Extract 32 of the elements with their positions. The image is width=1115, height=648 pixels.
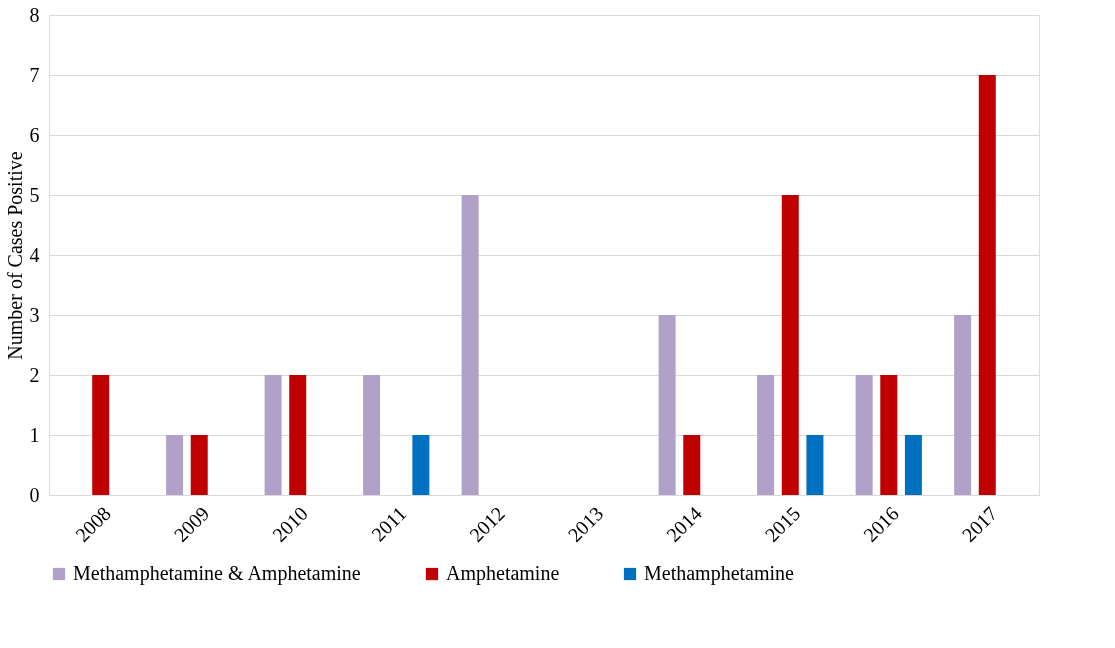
bar <box>880 375 898 495</box>
bar <box>683 435 701 495</box>
y-tick-label: 8 <box>29 3 40 26</box>
y-tick-label: 3 <box>29 303 40 326</box>
y-tick-label: 4 <box>29 243 40 266</box>
bar <box>92 375 110 495</box>
y-tick-label: 2 <box>29 363 40 386</box>
bar <box>757 375 775 495</box>
y-tick-label: 7 <box>29 63 40 86</box>
x-tick-label: 2011 <box>367 502 411 546</box>
bar <box>806 435 824 495</box>
legend-label: Methamphetamine <box>644 562 795 585</box>
bar <box>978 75 996 495</box>
y-tick-label: 0 <box>29 483 40 506</box>
bar <box>412 435 430 495</box>
y-tick-label: 5 <box>29 183 40 206</box>
bar <box>904 435 922 495</box>
bar <box>954 315 972 495</box>
y-tick-label: 1 <box>29 423 40 446</box>
bar <box>658 315 676 495</box>
y-tick-label: 6 <box>29 123 40 146</box>
legend-label: Methamphetamine & Amphetamine <box>73 562 361 585</box>
bar <box>461 195 479 495</box>
bar <box>289 375 307 495</box>
bar <box>264 375 282 495</box>
legend-label: Amphetamine <box>446 562 560 585</box>
bar <box>166 435 184 495</box>
bar <box>781 195 799 495</box>
bar <box>190 435 208 495</box>
y-axis-title: Number of Cases Positive <box>3 151 26 360</box>
bar <box>363 375 381 495</box>
bar <box>855 375 873 495</box>
